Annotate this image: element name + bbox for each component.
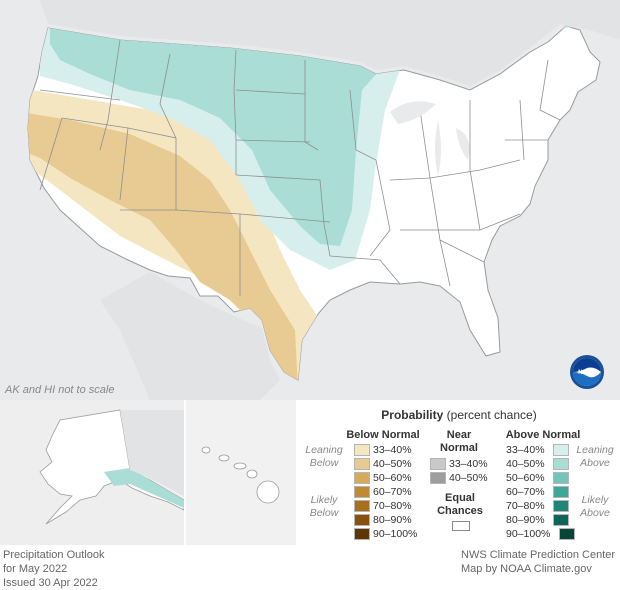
equal-chances-label: Equal Chances <box>437 492 483 517</box>
lake-michigan <box>435 120 441 176</box>
mexico-region <box>100 272 280 400</box>
footer-credit-1: NWS Climate Prediction Center <box>461 549 616 561</box>
legend-swatch <box>553 500 570 513</box>
footer-title: Precipitation Outlook <box>3 549 105 561</box>
legend-swatch <box>354 528 370 541</box>
legend-row-above-70-80: 70–80% <box>506 500 572 513</box>
alaska-above-normal-area <box>104 468 184 508</box>
legend-row-below-50-60: 50–60% <box>354 472 412 485</box>
likely-below-label: Likely Below <box>309 494 339 519</box>
legend-swatch <box>354 458 370 471</box>
legend-swatch <box>354 486 370 499</box>
legend-swatch <box>354 500 370 513</box>
conus-map-svg: NOAA <box>0 0 620 400</box>
footer-period: for May 2022 <box>3 563 68 575</box>
legend-row-above-80-90: 80–90% <box>506 514 572 527</box>
legend-title: Probability (percent chance) <box>381 408 537 422</box>
legend-row-below-60-70: 60–70% <box>354 486 412 499</box>
inset-note: AK and HI not to scale <box>5 384 115 396</box>
legend-row-above-60-70: 60–70% <box>506 486 572 499</box>
likely-above-label: Likely Above <box>580 494 610 519</box>
state-boundaries <box>39 39 561 296</box>
legend-swatch <box>553 444 570 457</box>
leaning-below-label: Leaning Below <box>305 444 343 469</box>
conus-map: NOAA <box>0 0 620 400</box>
alaska-map-svg <box>39 409 185 525</box>
footer-right: NWS Climate Prediction Center Map by NOA… <box>461 548 615 576</box>
legend-swatch <box>553 514 570 527</box>
legend-swatch <box>553 486 570 499</box>
near-normal-heading: Near Normal <box>440 429 478 454</box>
legend-swatch <box>553 472 570 485</box>
below-normal-likely-area <box>28 112 298 380</box>
legend-row-near-33-40: 33–40% <box>430 458 488 471</box>
noaa-logo: NOAA <box>570 355 604 389</box>
footer-issued: Issued 30 Apr 2022 <box>3 577 98 589</box>
legend-row-above-50-60: 50–60% <box>506 472 572 485</box>
legend-row-above-90-100: 90–100% <box>506 528 578 541</box>
svg-text:NOAA: NOAA <box>578 370 596 376</box>
legend-swatch <box>430 458 446 471</box>
canada-region <box>0 0 620 86</box>
legend-swatch <box>430 472 446 485</box>
legend-swatch <box>559 528 576 541</box>
hawaii-inset <box>186 400 296 545</box>
below-normal-heading: Below Normal <box>346 429 420 441</box>
footer-left: Precipitation Outlook for May 2022 Issue… <box>3 548 105 590</box>
legend-swatch <box>553 458 570 471</box>
above-normal-heading: Above Normal <box>505 429 581 441</box>
legend-swatch <box>354 514 370 527</box>
legend-row-below-70-80: 70–80% <box>354 500 412 513</box>
legend-row-below-90-100: 90–100% <box>354 528 417 541</box>
legend-row-below-40-50: 40–50% <box>354 458 412 471</box>
alaska-inset <box>0 400 185 545</box>
hawaii-map-svg <box>201 446 280 504</box>
legend-row-below-80-90: 80–90% <box>354 514 412 527</box>
legend-swatch <box>354 444 370 457</box>
footer-credit-2: Map by NOAA Climate.gov <box>461 563 592 575</box>
canada-yukon-region <box>120 410 184 496</box>
legend: Probability (percent chance) Below Norma… <box>298 400 620 545</box>
leaning-above-label: Leaning Above <box>576 444 614 469</box>
equal-chances-swatch <box>452 521 470 531</box>
above-normal-core-area <box>50 26 380 246</box>
legend-row-below-33-40: 33–40% <box>354 444 412 457</box>
lake-superior <box>390 101 436 124</box>
legend-row-above-40-50: 40–50% <box>506 458 572 471</box>
lake-huron <box>456 128 470 160</box>
legend-row-near-40-50: 40–50% <box>430 472 488 485</box>
legend-row-above-33-40: 33–40% <box>506 444 572 457</box>
legend-swatch <box>354 472 370 485</box>
